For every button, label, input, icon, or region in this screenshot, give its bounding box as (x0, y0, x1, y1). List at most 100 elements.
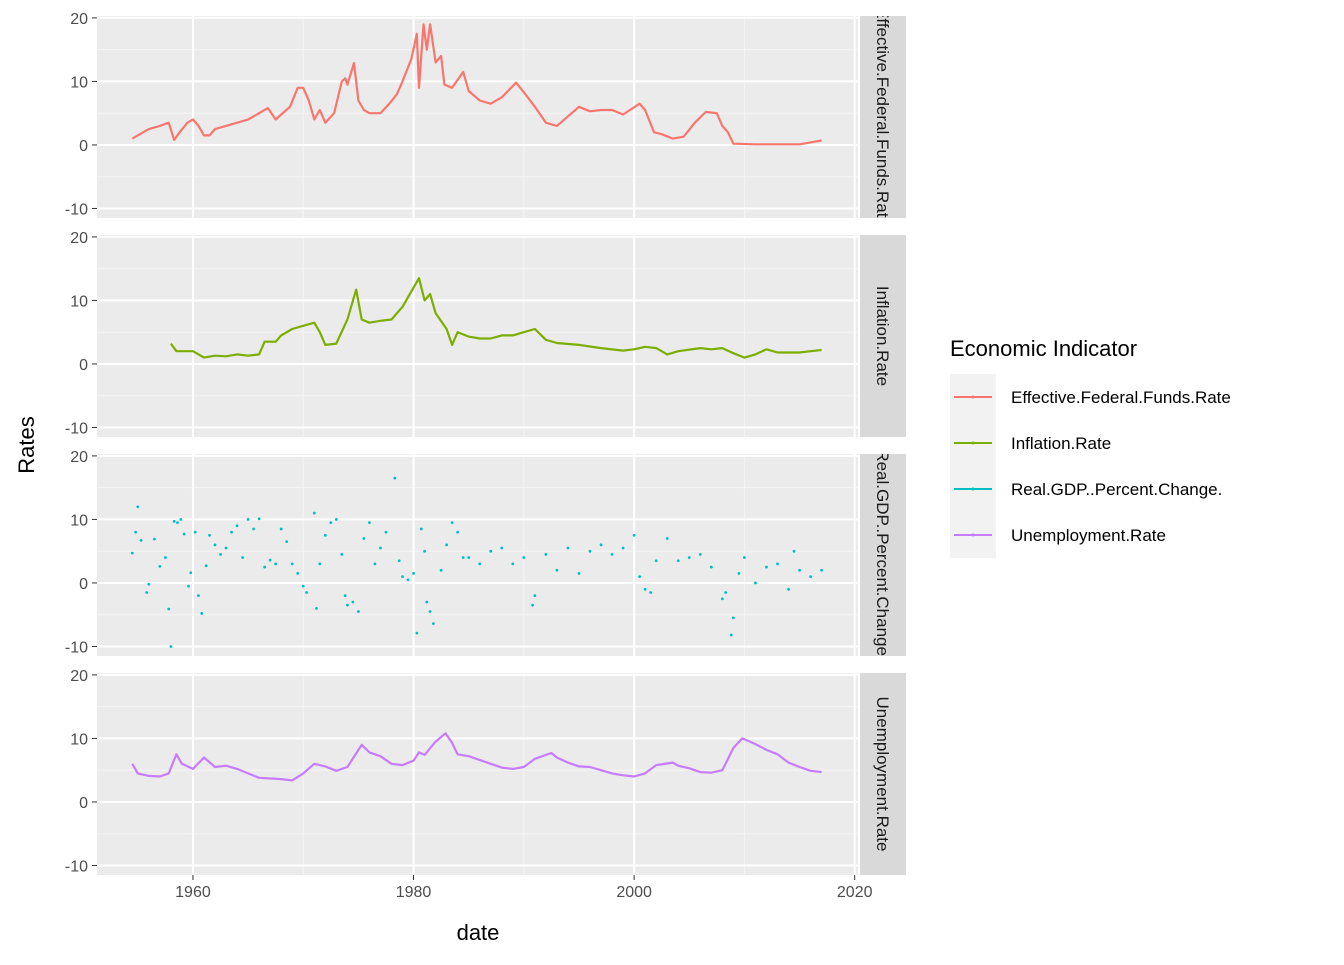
point (511, 562, 515, 566)
point (187, 584, 190, 588)
panel-background (97, 673, 858, 875)
point (621, 546, 625, 550)
point (368, 521, 371, 525)
point (193, 530, 197, 534)
point (318, 562, 322, 566)
point (599, 543, 603, 547)
y-tick-label: 0 (79, 576, 88, 593)
point (179, 518, 183, 521)
point (252, 527, 256, 531)
strip-group: Inflation.Rate (873, 286, 892, 386)
point (139, 538, 143, 542)
point (213, 543, 217, 547)
point (169, 645, 173, 648)
strip-label: Real.GDP..Percent.Change. (873, 449, 892, 660)
y-tick-label: 10 (70, 731, 88, 748)
legend-point (971, 395, 975, 399)
point (445, 543, 449, 547)
point (224, 546, 228, 550)
legend-point (971, 487, 975, 491)
y-tick-label: 20 (70, 230, 88, 247)
point (649, 591, 653, 594)
point (638, 575, 642, 578)
y-tick-label: 10 (70, 293, 88, 310)
point (729, 633, 733, 637)
point (555, 568, 559, 572)
x-tick-label: 2020 (837, 884, 873, 901)
strip-group: Unemployment.Rate (873, 697, 892, 852)
point (163, 556, 167, 559)
point (230, 530, 233, 534)
point (290, 562, 294, 566)
point (731, 616, 735, 620)
point (393, 476, 397, 480)
point (176, 521, 179, 525)
x-tick-label: 1980 (396, 884, 432, 901)
point (323, 533, 327, 537)
y-axis-title: Rates (14, 416, 39, 473)
point (577, 572, 581, 575)
point (737, 572, 741, 575)
point (340, 552, 344, 556)
point (544, 552, 548, 556)
point (315, 606, 318, 610)
point (296, 572, 300, 575)
point (130, 551, 134, 555)
point (787, 587, 790, 591)
point (152, 537, 156, 541)
point (241, 556, 244, 559)
point (312, 511, 316, 515)
point (158, 565, 162, 568)
point (765, 565, 768, 569)
point (172, 519, 176, 523)
point (724, 591, 728, 594)
line (170, 277, 822, 359)
legend-point (971, 533, 975, 537)
point (200, 612, 204, 615)
point (820, 568, 824, 572)
strip-background (860, 16, 906, 218)
point (461, 556, 465, 559)
y-tick-label: 20 (70, 668, 88, 685)
point (419, 527, 423, 531)
point (412, 572, 415, 575)
legend-point (971, 441, 975, 445)
point (632, 533, 636, 537)
point (136, 505, 140, 509)
strip-label: Inflation.Rate (873, 286, 892, 386)
point (351, 600, 355, 604)
strip-background (860, 235, 906, 437)
point (274, 562, 278, 566)
y-tick-label: 10 (70, 74, 88, 91)
point (208, 533, 211, 537)
point (373, 562, 377, 566)
y-tick-label: -10 (65, 201, 88, 218)
point (384, 530, 388, 534)
point (167, 607, 171, 611)
point (687, 556, 691, 559)
y-tick-label: 0 (79, 795, 88, 812)
point (235, 524, 239, 528)
panel-background (97, 16, 858, 218)
x-axis-title: date (457, 920, 500, 945)
x-tick-label: 2000 (616, 884, 652, 901)
legend-label: Effective.Federal.Funds.Rate (1011, 388, 1231, 407)
point (301, 584, 305, 588)
point (588, 549, 592, 553)
point (329, 521, 333, 525)
point (467, 556, 471, 559)
point (356, 610, 360, 613)
y-tick-label: 10 (70, 512, 88, 529)
line (131, 732, 822, 782)
point (643, 587, 647, 591)
point (197, 594, 200, 598)
point (362, 537, 366, 540)
y-tick-label: 0 (79, 138, 88, 155)
panel-background (97, 235, 858, 437)
point (246, 518, 250, 521)
strip-background (860, 454, 906, 656)
point (134, 530, 138, 534)
point (204, 564, 208, 568)
legend-label: Inflation.Rate (1011, 434, 1111, 453)
point (566, 546, 570, 550)
